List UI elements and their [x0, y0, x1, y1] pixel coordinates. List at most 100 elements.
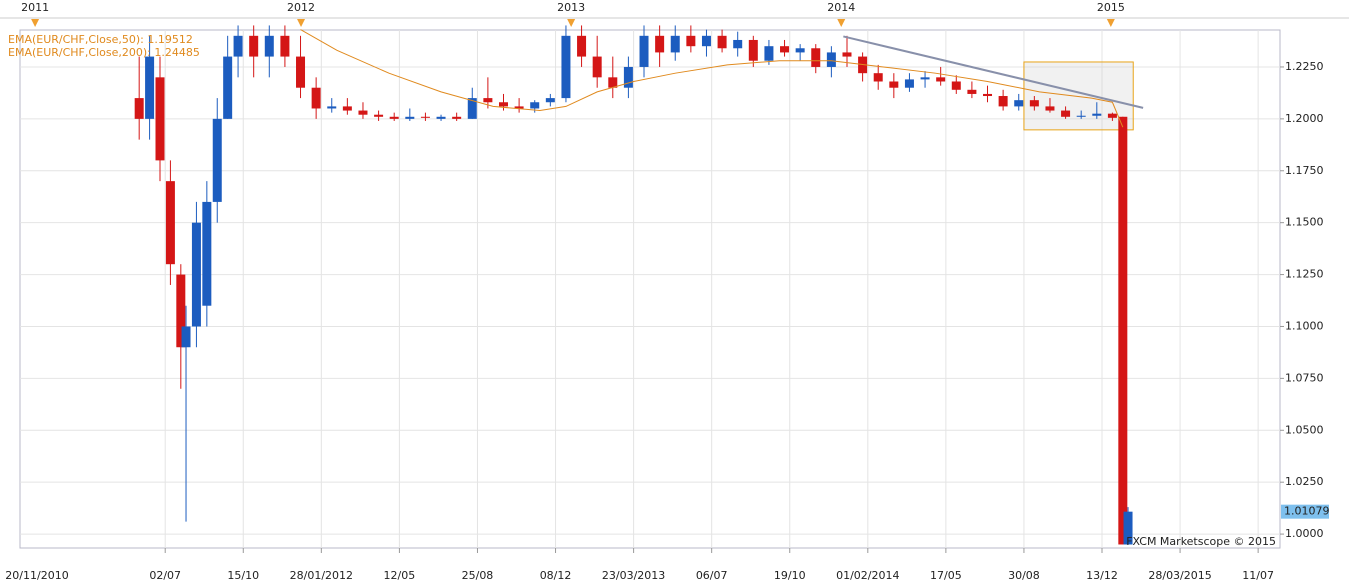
- last-price-box: [1281, 504, 1329, 519]
- y-tick-label: 1.2250: [1285, 60, 1324, 73]
- candle-body: [212, 118, 222, 202]
- candle-body: [1061, 110, 1071, 117]
- candle-body: [951, 81, 961, 90]
- candle-body: [223, 56, 233, 119]
- candle-body: [405, 116, 415, 119]
- candle-body: [623, 66, 633, 88]
- candle-body: [655, 35, 665, 53]
- highlight-box: [1023, 61, 1134, 131]
- x-tick-label: 08/12: [540, 569, 572, 582]
- candle-body: [1045, 106, 1055, 111]
- candle-body: [811, 48, 821, 67]
- year-label: 2011: [21, 1, 49, 14]
- x-tick-label: 01/02/2014: [836, 569, 899, 582]
- x-tick-label: 23/03/2013: [602, 569, 665, 582]
- watermark: FXCM Marketscope © 2015: [1126, 535, 1276, 548]
- year-marker: [297, 19, 306, 27]
- candle-body: [920, 77, 930, 80]
- x-tick-label: 30/08: [1008, 569, 1040, 582]
- candle-body: [983, 93, 993, 97]
- indicator-label: EMA(EUR/CHF,Close,200): 1.24485: [8, 46, 200, 59]
- candle-body: [389, 116, 399, 119]
- x-tick-label: 17/05: [930, 569, 962, 582]
- candle-body: [1014, 100, 1024, 107]
- y-tick-label: 1.0250: [1285, 475, 1324, 488]
- candle-body: [577, 35, 587, 57]
- y-tick-label: 1.1250: [1285, 268, 1324, 281]
- x-tick-label: 12/05: [384, 569, 416, 582]
- x-tick-label: 20/11/2010: [5, 569, 68, 582]
- candle-body: [780, 46, 790, 53]
- y-tick-label: 1.0000: [1285, 527, 1324, 540]
- candle-body: [420, 116, 430, 118]
- x-tick-label: 11/07: [1242, 569, 1274, 582]
- candle-body: [639, 35, 649, 67]
- candle-body: [592, 56, 602, 78]
- year-label: 2013: [557, 1, 585, 14]
- candle-body: [701, 35, 711, 47]
- x-tick-label: 28/01/2012: [290, 569, 353, 582]
- candle-body: [264, 35, 274, 57]
- x-tick-label: 02/07: [149, 569, 181, 582]
- y-tick-label: 1.1500: [1285, 216, 1324, 229]
- y-tick-label: 1.1000: [1285, 319, 1324, 332]
- candle-body: [826, 52, 836, 67]
- candle-body: [530, 102, 540, 109]
- indicator-label: EMA(EUR/CHF,Close,50): 1.19512: [8, 33, 193, 46]
- candle-body: [842, 52, 852, 57]
- year-label: 2014: [827, 1, 855, 14]
- candle-body: [936, 77, 946, 82]
- y-tick-label: 1.0500: [1285, 423, 1324, 436]
- x-tick-label: 25/08: [462, 569, 494, 582]
- candle-body: [134, 98, 144, 119]
- candle-body: [545, 98, 555, 103]
- x-tick-label: 13/12: [1086, 569, 1118, 582]
- last-price-label: 1.01079: [1284, 505, 1330, 518]
- candle-body: [764, 46, 774, 61]
- candle-body: [514, 106, 524, 109]
- candle-body: [873, 73, 883, 82]
- candle-body: [342, 106, 352, 111]
- year-label: 2012: [287, 1, 315, 14]
- x-tick-label: 15/10: [227, 569, 259, 582]
- candle-body: [467, 98, 477, 119]
- candle-body: [145, 56, 155, 119]
- year-marker: [1106, 19, 1115, 27]
- year-marker: [837, 19, 846, 27]
- candle-body: [165, 181, 175, 265]
- year-label: 2015: [1097, 1, 1125, 14]
- year-marker: [567, 19, 576, 27]
- candle-body: [686, 35, 696, 47]
- candle-body: [904, 79, 914, 88]
- x-tick-label: 28/03/2015: [1148, 569, 1211, 582]
- candle-body: [176, 274, 186, 348]
- x-tick-label: 06/07: [696, 569, 728, 582]
- ema-line: [300, 29, 1124, 128]
- candle-body: [889, 81, 899, 88]
- candle-body: [202, 201, 212, 306]
- trendline: [843, 35, 1144, 109]
- x-tick-label: 19/10: [774, 569, 806, 582]
- y-tick-label: 1.2000: [1285, 112, 1324, 125]
- candle-body: [967, 89, 977, 94]
- candle-body: [717, 35, 727, 49]
- candle-body: [561, 35, 571, 99]
- candle-body: [1123, 511, 1133, 545]
- candle-body: [191, 222, 201, 327]
- candle-body: [436, 116, 446, 119]
- candle-body: [795, 48, 805, 53]
- candle-body: [155, 77, 165, 161]
- candle-body: [1029, 100, 1039, 107]
- candle-body: [748, 39, 758, 61]
- candle-body: [498, 102, 508, 107]
- candle-body: [181, 326, 191, 348]
- candle-body: [733, 39, 743, 49]
- candle-body: [1092, 113, 1102, 116]
- y-tick-label: 1.0750: [1285, 371, 1324, 384]
- candle-body: [327, 106, 337, 109]
- year-marker: [31, 19, 40, 27]
- candle-body: [1118, 116, 1128, 545]
- candle-body: [998, 96, 1008, 107]
